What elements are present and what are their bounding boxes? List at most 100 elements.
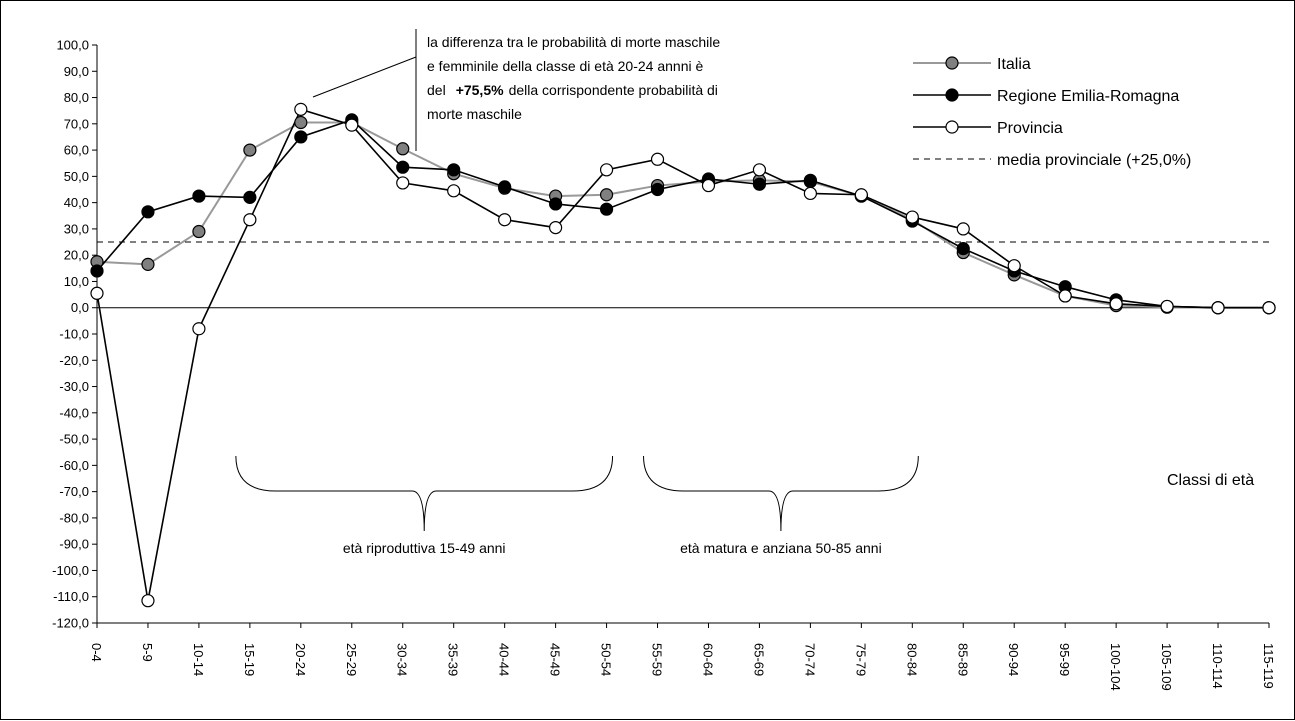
data-point-italia bbox=[243, 143, 257, 157]
data-point-provincia bbox=[905, 210, 919, 224]
data-point-regione-emilia-romagna bbox=[803, 173, 817, 187]
x-tick-label: 5-9 bbox=[140, 643, 155, 662]
annotation-line-3: del +75,5% della corrispondente probabilit… bbox=[427, 82, 718, 98]
annotation-line-2: e femminile della classe di età 20-24 an… bbox=[427, 58, 703, 74]
y-tick-label: -90,0 bbox=[59, 537, 89, 552]
data-point-provincia bbox=[1007, 259, 1021, 273]
data-point-provincia bbox=[90, 286, 104, 300]
annotations-group: la differenza tra le probabilità di mort… bbox=[312, 29, 720, 151]
series-group bbox=[90, 102, 1276, 608]
y-tick-label: 40,0 bbox=[64, 195, 89, 210]
data-point-provincia bbox=[1211, 301, 1225, 315]
data-point-provincia bbox=[752, 163, 767, 177]
x-tick-label: 105-109 bbox=[1159, 643, 1174, 691]
annotation-line-3-prefix: del bbox=[427, 82, 446, 98]
y-tick-label: 30,0 bbox=[64, 221, 89, 236]
y-tick-label: -100,0 bbox=[52, 563, 89, 578]
x-tick-label: 70-74 bbox=[802, 643, 817, 676]
x-tick-label: 75-79 bbox=[853, 643, 868, 676]
data-point-provincia bbox=[1160, 299, 1174, 314]
y-tick-label: -70,0 bbox=[59, 484, 89, 499]
data-point-provincia bbox=[345, 118, 359, 132]
legend-label-italia: Italia bbox=[997, 56, 1031, 73]
brace-label-2: età matura e anziana 50-85 anni bbox=[680, 540, 882, 556]
braces-group: età riproduttiva 15-49 anni età matura e … bbox=[235, 455, 919, 556]
y-tick-label: 90,0 bbox=[64, 64, 89, 79]
x-tick-label: 85-89 bbox=[955, 643, 970, 676]
data-point-regione-emilia-romagna bbox=[141, 205, 155, 219]
brace-label-1: età riproduttiva 15-49 anni bbox=[343, 540, 506, 556]
y-tick-label: -40,0 bbox=[59, 405, 89, 420]
x-tick-label: 40-44 bbox=[497, 643, 512, 676]
data-point-italia bbox=[294, 115, 308, 130]
data-point-regione-emilia-romagna bbox=[396, 160, 410, 174]
data-point-regione-emilia-romagna bbox=[549, 197, 563, 211]
data-point-italia bbox=[599, 188, 614, 202]
y-tick-label: 70,0 bbox=[64, 116, 89, 131]
annotation-pointer-line bbox=[312, 56, 417, 98]
legend: Italia Regione Emilia-Romagna Provincia med… bbox=[913, 56, 1191, 169]
x-tick-label: 25-29 bbox=[344, 643, 359, 676]
data-point-regione-emilia-romagna bbox=[956, 242, 970, 256]
data-point-regione-emilia-romagna bbox=[192, 189, 206, 203]
data-point-regione-emilia-romagna bbox=[752, 177, 767, 191]
data-point-provincia bbox=[803, 186, 817, 201]
y-tick-label: -120,0 bbox=[52, 616, 89, 631]
annotation-highlight-value: +75,5% bbox=[456, 82, 504, 98]
x-tick-label: 115-119 bbox=[1261, 643, 1276, 689]
legend-marker-provincia bbox=[945, 120, 959, 134]
x-tick-label: 60-64 bbox=[700, 643, 715, 676]
data-point-provincia bbox=[956, 222, 970, 236]
x-tick-label: 0-4 bbox=[89, 643, 104, 662]
x-tick-label: 90-94 bbox=[1006, 643, 1021, 676]
data-point-provincia bbox=[1262, 301, 1276, 315]
x-tick-label: 95-99 bbox=[1057, 643, 1072, 676]
x-tick-label: 45-49 bbox=[548, 643, 563, 676]
x-tick-label: 55-59 bbox=[650, 643, 665, 676]
x-tick-label: 50-54 bbox=[599, 643, 614, 676]
data-point-provincia bbox=[498, 213, 512, 227]
data-point-provincia bbox=[599, 163, 614, 177]
data-point-italia bbox=[141, 257, 155, 271]
y-tick-label: -110,0 bbox=[53, 589, 89, 604]
brace-2 bbox=[643, 455, 919, 532]
y-tick-label: 10,0 bbox=[64, 274, 89, 289]
y-tick-label: 50,0 bbox=[64, 169, 89, 184]
y-tick-label: -20,0 bbox=[59, 353, 89, 368]
data-point-regione-emilia-romagna bbox=[599, 202, 614, 216]
series-line-provincia bbox=[96, 108, 1269, 601]
data-point-regione-emilia-romagna bbox=[447, 163, 461, 177]
data-point-provincia bbox=[294, 102, 308, 116]
legend-marker-regione-emilia-romagna bbox=[945, 88, 959, 102]
axes: -120,0 -110,0 -100,0 -90,0 -80,0 -70,0 -60,0 -5… bbox=[52, 38, 1276, 691]
y-tick-label: 80,0 bbox=[64, 90, 89, 105]
x-tick-label: 15-19 bbox=[242, 643, 257, 676]
data-point-provincia bbox=[447, 184, 461, 198]
brace-1 bbox=[235, 455, 614, 532]
data-point-regione-emilia-romagna bbox=[90, 264, 104, 278]
data-point-provincia bbox=[141, 594, 155, 608]
series-line-regione-emilia-romagna bbox=[96, 118, 1269, 309]
x-tick-label: 20-24 bbox=[293, 643, 308, 676]
series-line-italia bbox=[96, 121, 1269, 309]
annotation-line-4: morte maschile bbox=[427, 106, 522, 122]
data-point-italia bbox=[396, 142, 410, 156]
y-tick-label: 20,0 bbox=[64, 248, 89, 263]
y-tick-label: -50,0 bbox=[59, 432, 89, 447]
legend-label-media-provinciale: media provinciale (+25,0%) bbox=[997, 152, 1191, 169]
x-tick-label: 35-39 bbox=[446, 643, 461, 676]
data-point-regione-emilia-romagna bbox=[650, 182, 665, 197]
x-axis-label: Classi di età bbox=[1167, 472, 1254, 489]
legend-label-regione-emilia-romagna: Regione Emilia-Romagna bbox=[997, 88, 1179, 105]
annotation-line-3-suffix: della corrispondente probabilità di bbox=[509, 82, 718, 98]
y-tick-label: -10,0 bbox=[59, 327, 89, 342]
data-point-provincia bbox=[1058, 289, 1072, 303]
data-point-provincia bbox=[192, 322, 206, 336]
data-point-italia bbox=[192, 224, 206, 239]
x-tick-label: 80-84 bbox=[904, 643, 919, 676]
x-tick-label: 110-114 bbox=[1210, 643, 1225, 689]
y-tick-label: 60,0 bbox=[64, 143, 89, 158]
data-point-regione-emilia-romagna bbox=[498, 180, 512, 194]
